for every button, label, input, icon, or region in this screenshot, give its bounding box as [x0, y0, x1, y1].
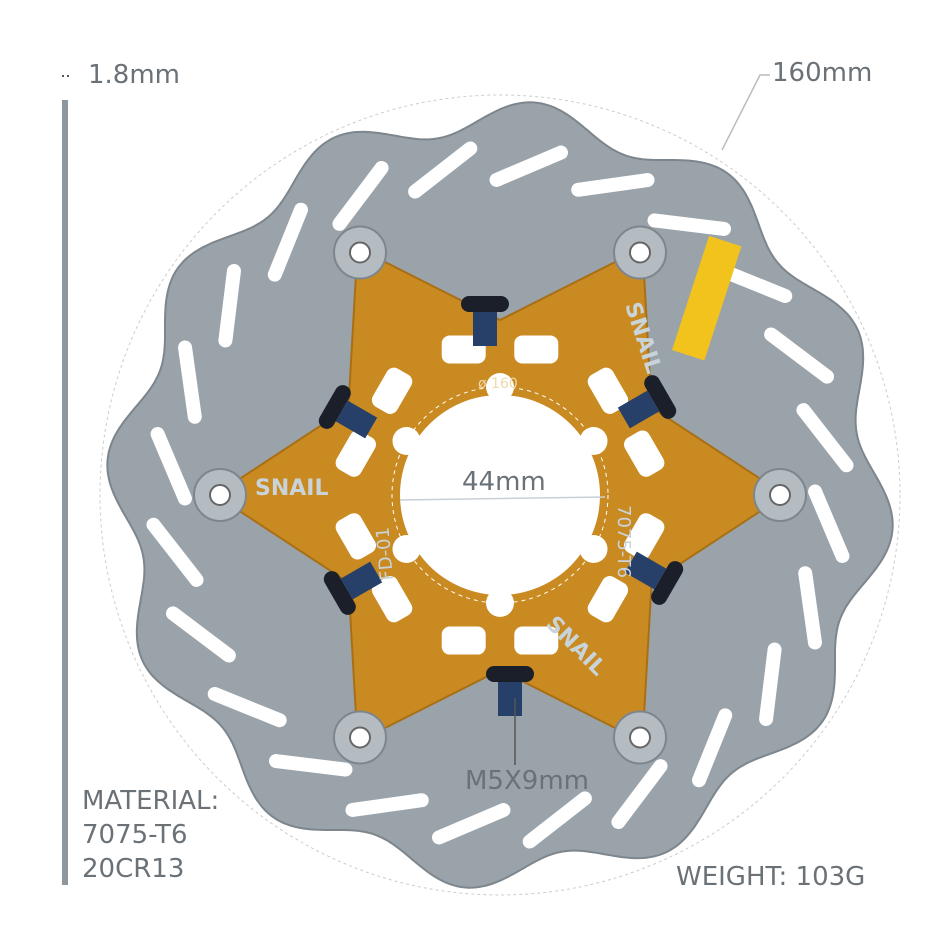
center-dimension-line [399, 496, 606, 501]
material-title: MATERIAL: [82, 786, 220, 816]
spider-window [335, 513, 377, 560]
rotor-slot [432, 803, 511, 845]
spider-windows [335, 335, 665, 655]
rivet-hole [349, 726, 371, 749]
rotor-slot [207, 687, 287, 728]
mounting-hole [579, 535, 608, 563]
mounting-hole [392, 427, 421, 455]
rivet-hole [629, 726, 651, 749]
bolt-thread [624, 551, 667, 590]
rotor-slot [759, 642, 782, 727]
bolt-icon [486, 666, 534, 716]
rotor-slot [408, 141, 478, 199]
rotor-slot [796, 403, 854, 473]
bolt-icon [617, 375, 677, 429]
rotor-slot [571, 173, 655, 197]
spider-window [441, 626, 486, 655]
rotor-slot [489, 145, 568, 187]
mounting-holes [392, 373, 608, 617]
bolt-head [461, 296, 509, 312]
material-1: 7075-T6 [82, 820, 188, 850]
material-2: 20CR13 [82, 854, 185, 884]
spider-window [587, 576, 629, 623]
rotor-slot [165, 606, 236, 663]
bolt-icon [624, 551, 684, 605]
rotor-slot [713, 262, 793, 303]
spider-window [371, 367, 413, 414]
weight-label: WEIGHT: 103G [676, 862, 866, 892]
center-hole-label: 44mm [462, 467, 546, 497]
center-hole [400, 395, 600, 595]
bolt-icon [318, 385, 378, 439]
rotor-slot [692, 708, 733, 788]
engraving-model: FD-01 [372, 526, 398, 581]
mounting-hole [486, 373, 514, 401]
rotor-slot [268, 754, 353, 777]
rotor-slot [798, 566, 822, 650]
rotor-slot [345, 793, 429, 817]
rotor-slot [178, 340, 202, 424]
spider-window [623, 430, 665, 477]
float-rivets [193, 225, 807, 765]
bolt-thread [473, 312, 497, 346]
bolt-label: M5X9mm [465, 766, 589, 796]
engraving-alloy: 7075-T6 [613, 505, 634, 578]
bolt-icon [323, 561, 383, 615]
engraving-brand: SNAIL [255, 476, 329, 501]
rotor-slot [267, 202, 308, 282]
spider-window [623, 513, 665, 560]
yellow-tag [672, 235, 742, 361]
mounting-hole [579, 427, 608, 455]
thickness-tick [62, 75, 64, 77]
bolts [318, 296, 684, 716]
spider-window [335, 430, 377, 477]
spider-window [514, 335, 559, 364]
bolt-thread [340, 561, 383, 600]
spider-window [587, 367, 629, 414]
bolt-head [318, 385, 351, 429]
bolt-icon [461, 296, 509, 346]
rivet-hole [769, 484, 791, 506]
rotor-slot [764, 327, 835, 384]
rotor-slot [808, 484, 850, 563]
diameter-label: 160mm [772, 58, 873, 88]
bolt-thread [498, 682, 522, 716]
bolt-head [486, 666, 534, 682]
thickness-tick [67, 75, 69, 77]
rotor-slot [146, 517, 204, 587]
rivet-hole [209, 484, 231, 506]
bolt-head [651, 561, 684, 605]
rotor-slot [332, 160, 389, 231]
thickness-label: 1.8mm [88, 60, 181, 90]
rotor-slot [150, 427, 192, 506]
rotor-slot [647, 213, 732, 236]
bolt-thread [617, 390, 660, 429]
spider-window [514, 626, 559, 655]
rotor-slots [146, 141, 854, 849]
engraving-size: ø 160 [478, 376, 518, 392]
bolt-thread [335, 400, 378, 439]
bolt-head [323, 571, 356, 615]
mounting-hole [392, 535, 421, 563]
diameter-guide-circle [99, 94, 901, 896]
mounting-hole [486, 589, 514, 617]
diameter-leader-line [721, 74, 770, 151]
rivet-hole [629, 241, 651, 264]
rotor-slot [218, 263, 241, 348]
thickness-side-view [62, 100, 68, 885]
spider-window [371, 576, 413, 623]
rivet-hole [349, 241, 371, 264]
bolt-head [644, 375, 677, 419]
rotor-slot [611, 759, 668, 830]
rotor-slot [522, 791, 592, 849]
